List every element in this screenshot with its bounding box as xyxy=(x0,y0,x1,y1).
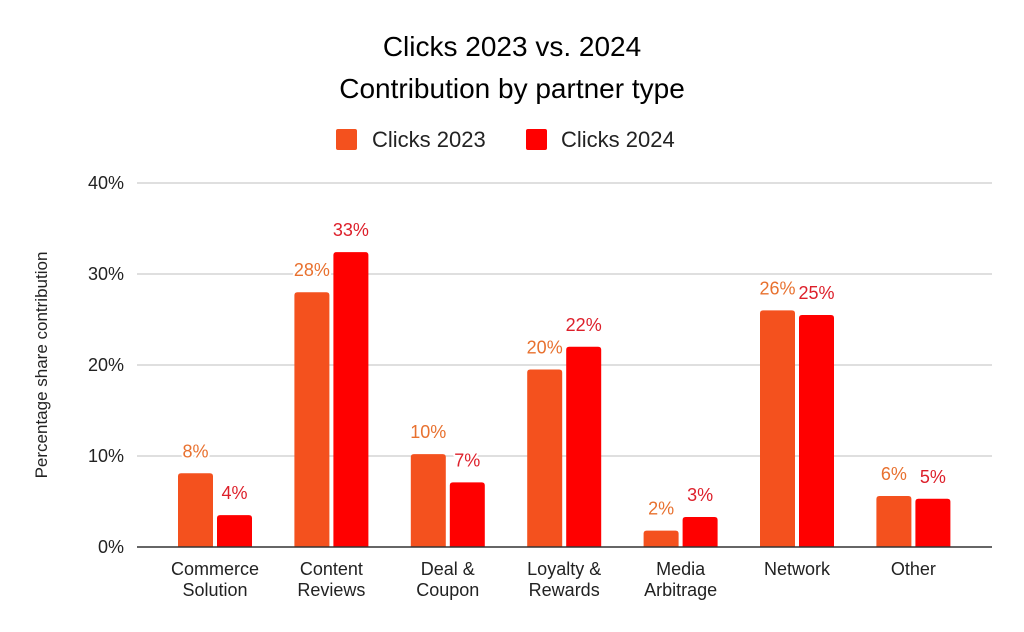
bar-2024[interactable] xyxy=(449,482,485,547)
bar-2023[interactable] xyxy=(876,496,912,547)
data-label: 28% xyxy=(294,260,330,280)
x-tick-label: Network xyxy=(764,559,831,579)
data-label: 10% xyxy=(410,422,446,442)
x-tick-label: Loyalty & Rewards xyxy=(527,559,601,600)
bar-2024[interactable] xyxy=(799,314,834,547)
data-label: 2% xyxy=(648,499,674,519)
data-label: 5% xyxy=(920,467,946,487)
bar-2024[interactable] xyxy=(333,252,369,547)
x-tick-label: Content Reviews xyxy=(297,559,365,600)
x-tick-label: Commerce Solution xyxy=(171,559,259,600)
gridlines xyxy=(137,182,992,457)
chart-subtitle: Contribution by partner type xyxy=(339,73,685,104)
bar-2023[interactable] xyxy=(760,310,795,547)
bar-2023[interactable] xyxy=(294,292,330,547)
chart-title: Clicks 2023 vs. 2024 xyxy=(383,31,641,62)
data-label: 20% xyxy=(527,338,563,358)
bar-2023[interactable] xyxy=(178,473,213,547)
legend-swatch-2023 xyxy=(336,129,357,150)
bars xyxy=(178,252,951,547)
data-label: 4% xyxy=(221,483,247,503)
y-tick-label: 40% xyxy=(88,173,124,193)
data-label: 6% xyxy=(881,464,907,484)
data-label: 7% xyxy=(454,450,480,470)
legend-item-2024[interactable]: Clicks 2024 xyxy=(526,127,675,152)
x-tick-label: Deal & Coupon xyxy=(416,559,479,600)
data-label: 33% xyxy=(333,220,369,240)
bar-2023[interactable] xyxy=(643,530,679,547)
legend-swatch-2024 xyxy=(526,129,547,150)
data-label: 8% xyxy=(182,441,208,461)
bar-2024[interactable] xyxy=(682,516,718,547)
x-axis-ticks: Commerce Solution Content Reviews Deal & Coup… xyxy=(171,559,936,600)
data-label: 22% xyxy=(566,315,602,335)
bar-2024[interactable] xyxy=(566,346,602,547)
data-label: 3% xyxy=(687,485,713,505)
y-tick-label: 0% xyxy=(98,537,124,557)
bar-2023[interactable] xyxy=(527,369,563,547)
bar-2024[interactable] xyxy=(217,515,252,547)
legend: Clicks 2023 Clicks 2024 xyxy=(336,127,675,152)
data-label: 26% xyxy=(759,278,795,298)
data-labels: 8% 4% 28%33% 10% 7% 20%22% 2% 3% 26% 25% 6% 5% xyxy=(180,218,947,520)
legend-label-2024: Clicks 2024 xyxy=(561,127,675,152)
y-axis-label: Percentage share contribution xyxy=(32,252,51,479)
y-tick-label: 30% xyxy=(88,264,124,284)
x-tick-label: Media Arbitrage xyxy=(644,559,717,600)
bar-2023[interactable] xyxy=(410,454,446,547)
y-tick-label: 10% xyxy=(88,446,124,466)
legend-label-2023: Clicks 2023 xyxy=(372,127,486,152)
x-tick-label: Other xyxy=(891,559,936,579)
bar-2024[interactable] xyxy=(915,498,951,547)
legend-item-2023[interactable]: Clicks 2023 xyxy=(336,127,486,152)
y-axis-ticks: 0% 10% 20% 30% 40% xyxy=(88,173,124,557)
y-tick-label: 20% xyxy=(88,355,124,375)
data-label: 25% xyxy=(798,283,834,303)
